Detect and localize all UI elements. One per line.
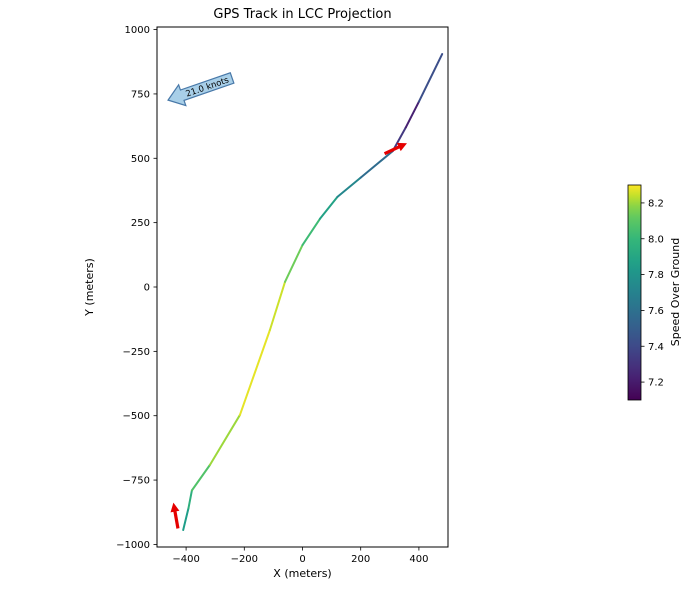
x-tick-label: 200: [351, 554, 370, 565]
speed-annotation: 21.0 knots: [167, 72, 235, 107]
colorbar-tick-label: 8.2: [648, 198, 664, 209]
y-tick-label: 1000: [125, 25, 150, 36]
colorbar-tick-label: 7.4: [648, 342, 664, 353]
track-segment: [182, 507, 190, 532]
colorbar-tick-label: 7.2: [648, 378, 664, 389]
track-segment: [417, 53, 444, 103]
annotation-text: 21.0 knots: [185, 75, 231, 99]
chart-dynamic-layer: 21.0 knots −400 −200 0 200 400 −1000 −750 −500 −2…: [116, 25, 664, 565]
annotation-arrow-icon: [167, 72, 235, 107]
y-tick-label: 0: [144, 283, 150, 294]
track-segment: [208, 413, 241, 466]
colorbar-tick-label: 8.0: [648, 234, 664, 245]
colorbar-border: [627, 184, 642, 401]
plot-border: [156, 26, 449, 548]
x-tick-label: 0: [299, 554, 305, 565]
quiver-arrow: [383, 142, 407, 156]
y-tick-label: 500: [131, 154, 150, 165]
x-tick-label: −400: [172, 554, 199, 565]
track-segment: [318, 195, 339, 220]
track-segment: [187, 489, 193, 510]
track-segment: [336, 176, 362, 198]
track-segment: [404, 100, 420, 129]
x-axis-label: X (meters): [273, 567, 331, 580]
colorbar-label: Speed Over Ground: [669, 238, 682, 346]
x-tick-label: 400: [409, 554, 428, 565]
track-segment: [268, 280, 287, 331]
y-tick-label: −500: [123, 411, 150, 422]
chart-title: GPS Track in LCC Projection: [213, 7, 391, 22]
arrow-head-icon: [170, 502, 180, 513]
y-tick-label: −250: [123, 347, 150, 358]
colorbar-tick-label: 7.8: [648, 270, 664, 281]
track-segment: [301, 217, 321, 247]
y-axis-label: Y (meters): [83, 258, 96, 317]
quiver-arrow: [170, 502, 180, 529]
colorbar-tick-label: 7.6: [648, 306, 664, 317]
y-tick-label: −750: [123, 476, 150, 487]
x-tick-label: −200: [231, 554, 258, 565]
y-tick-label: 750: [131, 89, 150, 100]
track-segment: [238, 328, 271, 416]
track-segment: [359, 150, 394, 179]
track-segment: [190, 463, 211, 492]
y-tick-label: 250: [131, 218, 150, 229]
colorbar: [628, 185, 641, 400]
y-tick-label: −1000: [116, 540, 150, 551]
arrow-head-icon: [396, 142, 407, 152]
track-segment: [284, 244, 304, 283]
